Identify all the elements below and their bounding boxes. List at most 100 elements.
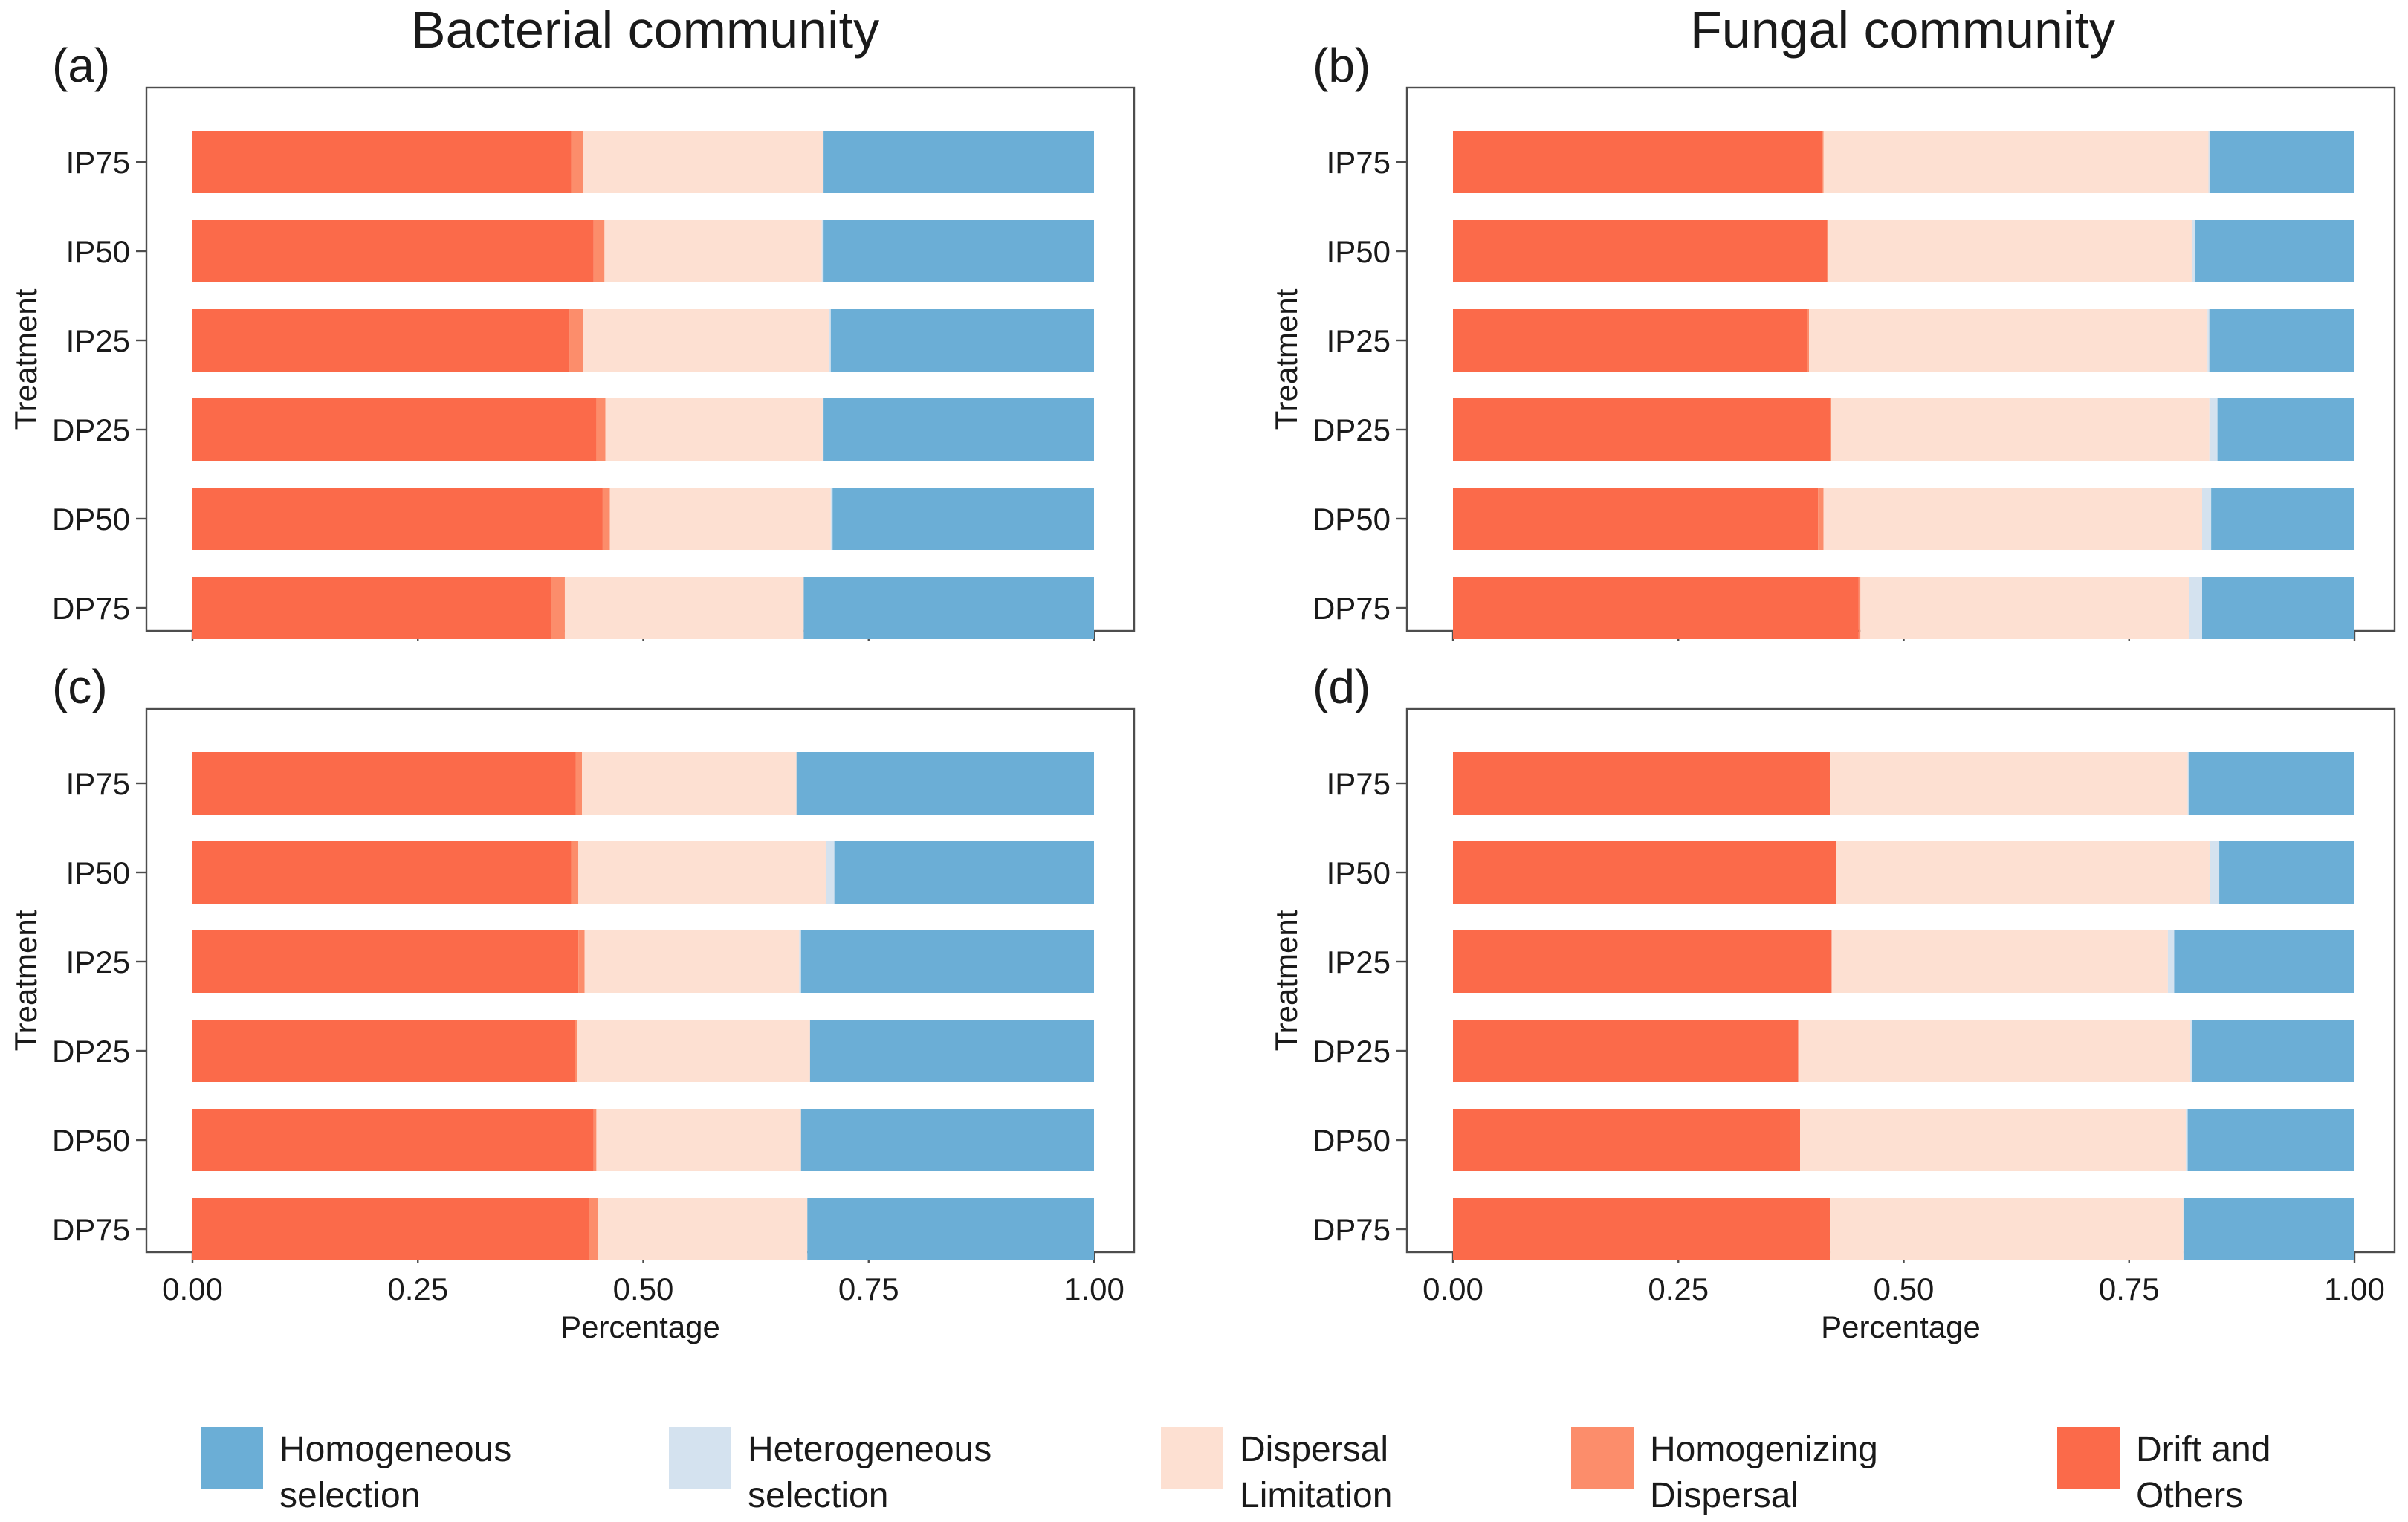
x-tick-label: 0.25 <box>1648 1272 1709 1306</box>
bar-segment-dispersal-limitation <box>1828 220 2192 282</box>
bar-segment-homogeneous-selection <box>803 577 1094 639</box>
y-tick-label: IP50 <box>66 855 130 890</box>
bar-segment-homogeneous-selection <box>2184 1198 2354 1260</box>
bar-segment-drift-and-others <box>192 1198 589 1260</box>
y-axis-title: Treatment <box>8 910 43 1051</box>
bar-segment-drift-and-others <box>1453 398 1831 461</box>
bar-ip25: IP25 <box>66 930 1094 993</box>
panel-label: (d) <box>1313 660 1370 713</box>
bar-segment-drift-and-others <box>1453 220 1828 282</box>
bar-dp25: DP25 <box>52 398 1094 461</box>
panel-c: (c) Treatment 0.00 0.25 0.50 0.75 1.00 Percenta… <box>8 660 1136 1344</box>
bar-segment-dispersal-limitation <box>598 1198 808 1260</box>
legend-label-line2: selection <box>748 1476 888 1515</box>
bar-segment-homogenizing-dispersal <box>1818 488 1824 550</box>
bar-segment-homogeneous-selection <box>823 220 1094 282</box>
legend-label-line1: Homogeneous <box>279 1430 511 1469</box>
bar-segment-homogenizing-dispersal <box>589 1198 598 1260</box>
legend-label-line1: Homogenizing <box>1650 1430 1878 1469</box>
bar-segment-heterogeneous-selection <box>2192 220 2195 282</box>
bar-segment-homogenizing-dispersal <box>575 752 583 815</box>
bar-segment-homogeneous-selection <box>800 1109 1094 1171</box>
x-tick-label: 0.50 <box>1874 1272 1935 1306</box>
bar-segment-drift-and-others <box>192 131 572 193</box>
bar-segment-homogenizing-dispersal <box>602 488 610 550</box>
bar-segment-homogenizing-dispersal <box>571 841 579 904</box>
bar-segment-homogeneous-selection <box>2202 577 2354 639</box>
y-tick-label: IP75 <box>1327 766 1391 801</box>
bar-segment-dispersal-limitation <box>1836 841 2210 904</box>
bar-segment-homogeneous-selection <box>823 131 1094 193</box>
legend-label-line1: Drift and <box>2136 1430 2271 1469</box>
y-tick-label: DP50 <box>1313 502 1391 537</box>
y-tick-label: DP50 <box>52 502 130 537</box>
bar-segment-homogeneous-selection <box>796 752 1094 815</box>
bar-segment-drift-and-others <box>192 220 594 282</box>
bar-dp75: DP75 <box>52 577 1094 639</box>
legend-swatch <box>1161 1427 1223 1489</box>
bar-segment-dispersal-limitation <box>605 398 823 461</box>
y-tick-label: IP75 <box>66 145 130 180</box>
bar-segment-drift-and-others <box>192 841 572 904</box>
bar-segment-heterogeneous-selection <box>821 220 824 282</box>
legend-label-line2: Dispersal <box>1650 1476 1799 1515</box>
bar-segment-drift-and-others <box>192 309 570 372</box>
bar-segment-homogeneous-selection <box>823 398 1094 461</box>
y-axis-title: Treatment <box>1269 910 1304 1051</box>
bar-segment-heterogeneous-selection <box>830 488 833 550</box>
bar-segment-drift-and-others <box>192 930 579 993</box>
bar-segment-homogeneous-selection <box>830 309 1094 372</box>
bar-ip50: IP50 <box>1327 841 2354 904</box>
bar-segment-dispersal-limitation <box>1823 131 2209 193</box>
bar-segment-drift-and-others <box>1453 752 1831 815</box>
panel-b: (b) Treatment IP75 IP50 IP25 DP25 DP50 DP75 <box>1269 39 2396 641</box>
y-tick-label: IP25 <box>66 945 130 979</box>
bar-segment-homogeneous-selection <box>807 1198 1094 1260</box>
bar-segment-heterogeneous-selection <box>2207 309 2210 372</box>
y-tick-label: DP25 <box>1313 1034 1391 1069</box>
bar-segment-homogenizing-dispersal <box>1858 577 1861 639</box>
bar-segment-dispersal-limitation <box>1809 309 2208 372</box>
legend-item-drift-and-others: Drift and Others <box>2057 1427 2271 1515</box>
x-tick-label: 0.00 <box>162 1272 223 1306</box>
x-tick-label: 0.25 <box>387 1272 448 1306</box>
legend-label-line1: Dispersal <box>1240 1430 1388 1469</box>
y-tick-label: IP50 <box>1327 234 1391 269</box>
bar-segment-dispersal-limitation <box>609 488 831 550</box>
bar-segment-drift-and-others <box>1453 488 1819 550</box>
panel-label: (b) <box>1313 39 1370 92</box>
y-tick-label: DP50 <box>52 1123 130 1158</box>
y-tick-label: DP75 <box>1313 1212 1391 1247</box>
y-tick-label: DP75 <box>1313 591 1391 626</box>
bar-segment-drift-and-others <box>192 1109 594 1171</box>
bar-dp50: DP50 <box>1313 488 2354 550</box>
bar-dp50: DP50 <box>52 1109 1094 1171</box>
column-title-bacterial: Bacterial community <box>411 1 879 59</box>
bar-segment-homogeneous-selection <box>2174 930 2354 993</box>
bar-segment-heterogeneous-selection <box>829 309 831 372</box>
bar-dp25: DP25 <box>1313 1020 2354 1082</box>
bar-segment-dispersal-limitation <box>596 1109 801 1171</box>
legend-item-homogenizing-dispersal: Homogenizing Dispersal <box>1571 1427 1878 1515</box>
y-tick-label: IP25 <box>1327 323 1391 358</box>
bar-segment-heterogeneous-selection <box>2209 398 2218 461</box>
bar-segment-heterogeneous-selection <box>2202 488 2212 550</box>
bar-dp25: DP25 <box>52 1020 1094 1082</box>
panel-d: (d) Treatment 0.00 0.25 0.50 0.75 1.00 Percenta… <box>1269 660 2396 1344</box>
legend-label-line2: selection <box>279 1476 420 1515</box>
bar-segment-dispersal-limitation <box>1830 752 2188 815</box>
bar-ip75: IP75 <box>1327 752 2354 815</box>
bar-segment-heterogeneous-selection <box>2167 930 2175 993</box>
bar-segment-homogenizing-dispersal <box>1807 309 1810 372</box>
bar-segment-homogenizing-dispersal <box>578 930 585 993</box>
bar-ip25: IP25 <box>1327 309 2354 372</box>
bar-dp50: DP50 <box>1313 1109 2354 1171</box>
bar-dp50: DP50 <box>52 488 1094 550</box>
bar-segment-homogeneous-selection <box>2188 752 2354 815</box>
panel-a: (a) Treatment IP75 IP50 IP25 DP25 DP50 DP75 <box>8 39 1136 641</box>
bar-segment-dispersal-limitation <box>583 131 824 193</box>
x-tick-label: 1.00 <box>1064 1272 1124 1306</box>
legend-item-homogeneous-selection: Homogeneous selection <box>201 1427 511 1515</box>
legend-item-heterogeneous-selection: Heterogeneous selection <box>669 1427 991 1515</box>
